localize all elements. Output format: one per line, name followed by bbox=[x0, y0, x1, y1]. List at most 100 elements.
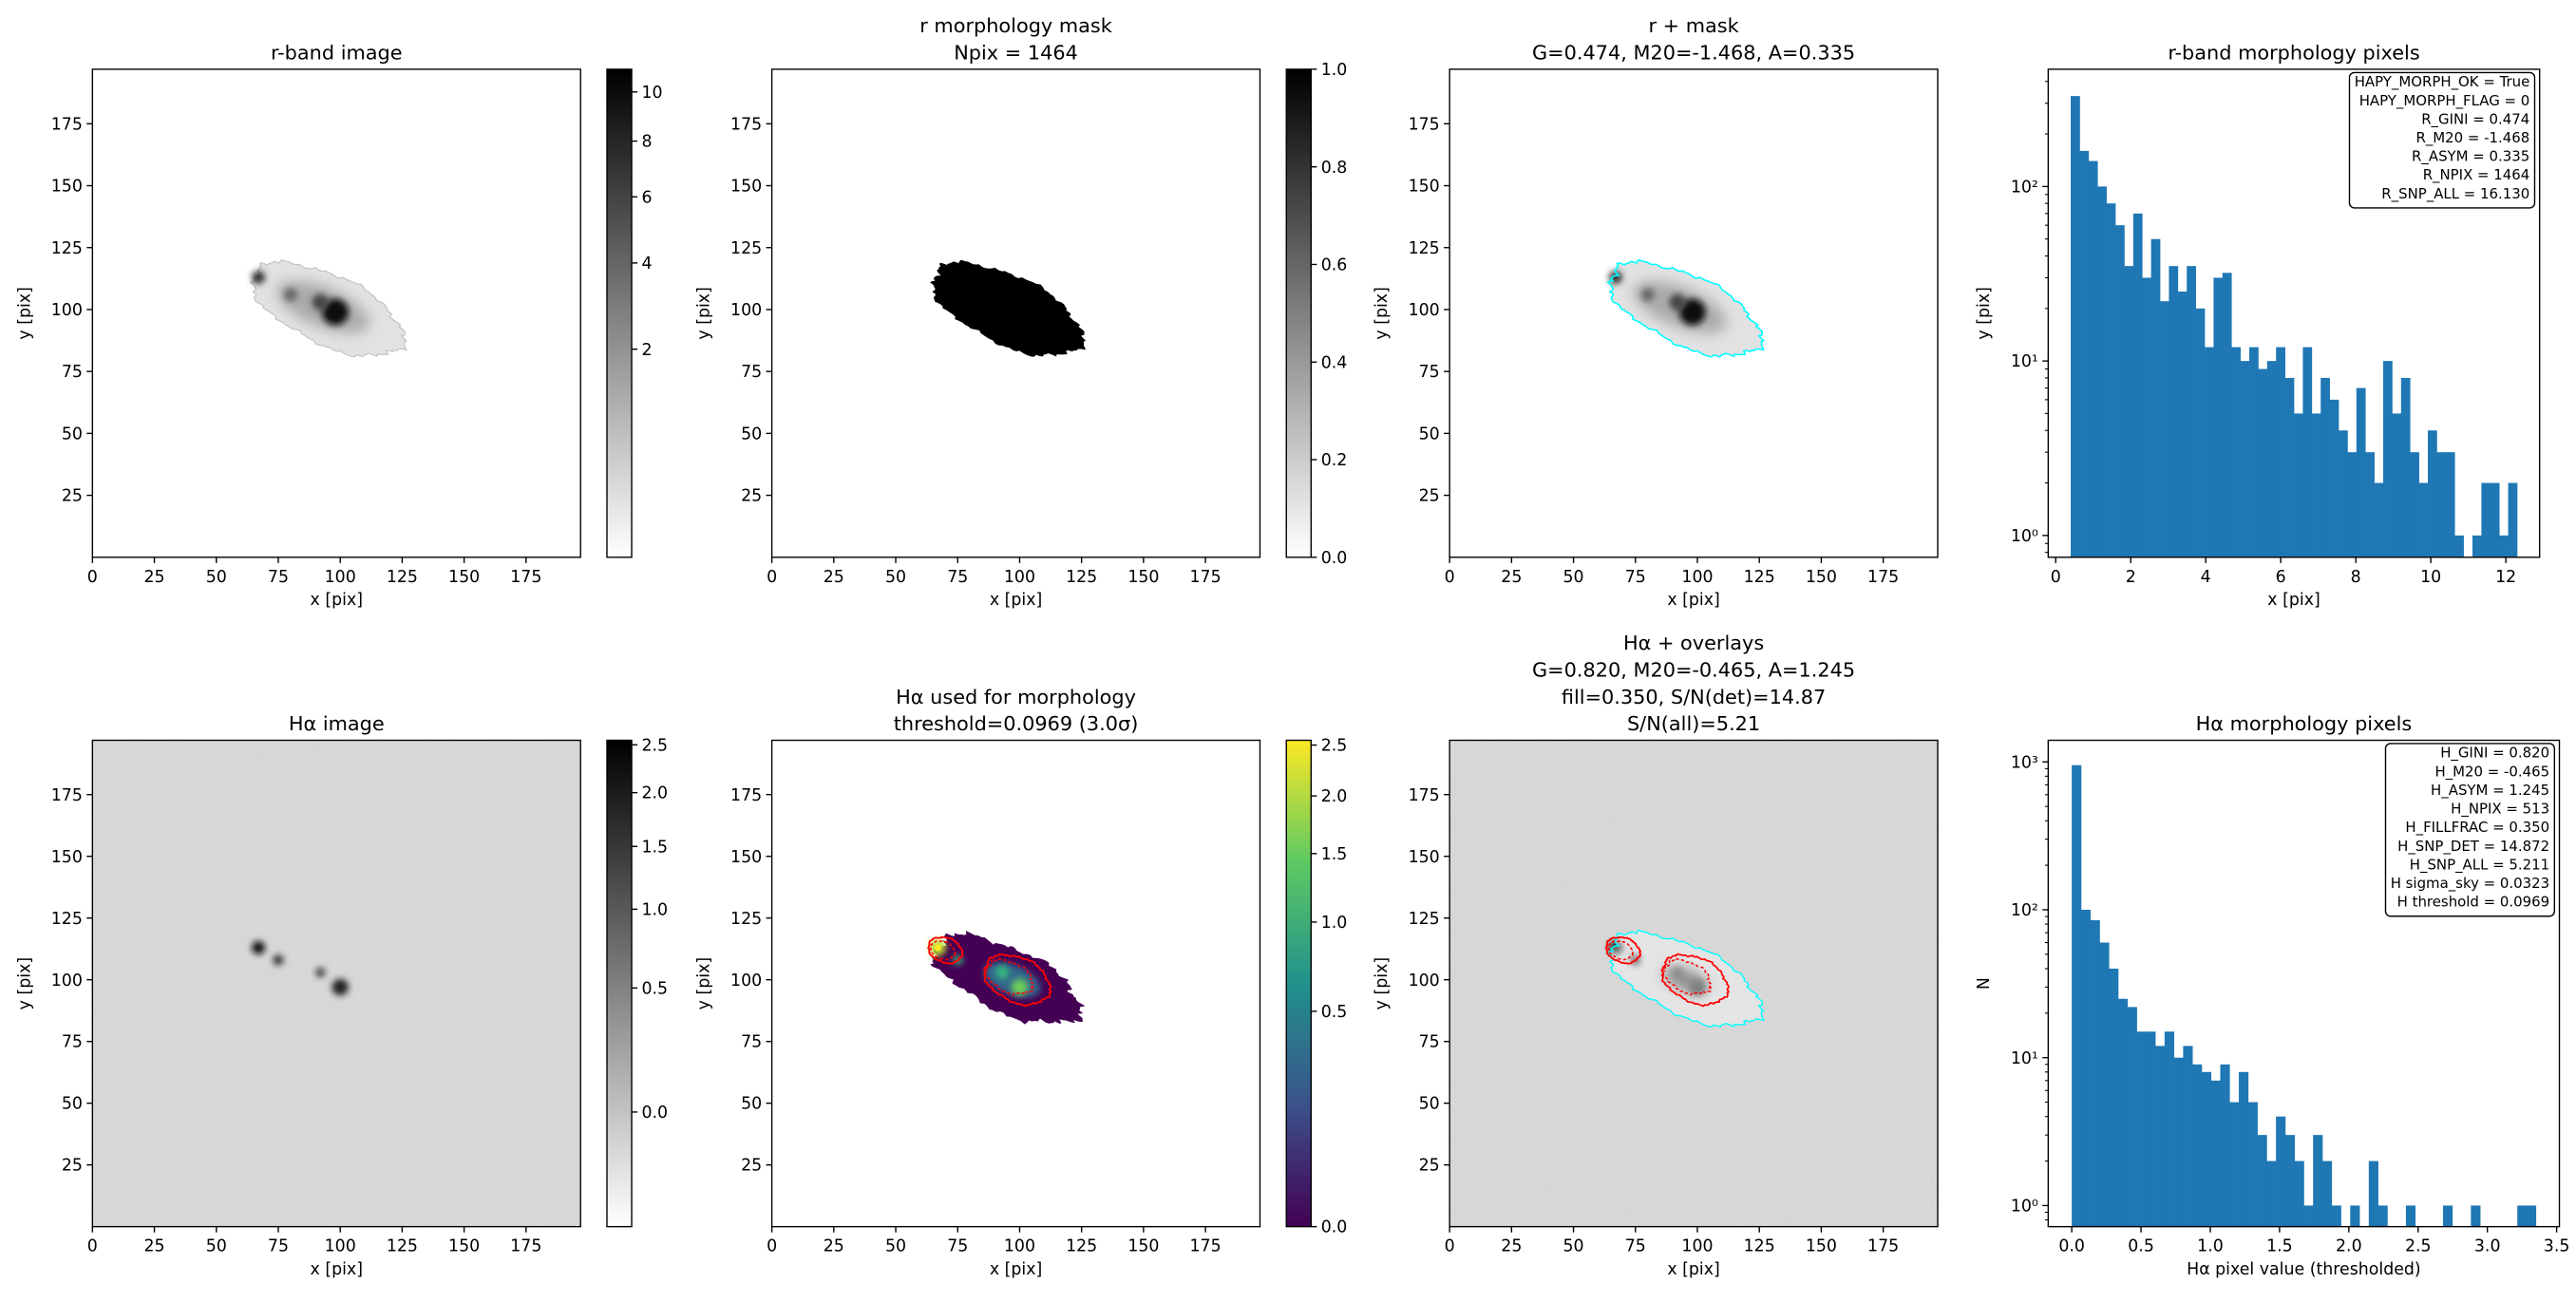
x-tick-label: 150 bbox=[1127, 1237, 1159, 1256]
bar bbox=[2142, 277, 2151, 557]
stats-line: HAPY_MORPH_OK = True bbox=[2355, 73, 2530, 90]
x-tick-label: 8 bbox=[2351, 568, 2361, 587]
panel: 0 25 50 75 100 125 150 175 25 50 75 100 125 150 175 x [… bbox=[695, 14, 1348, 610]
x-tick-label: 3.0 bbox=[2474, 1237, 2501, 1256]
plot-area bbox=[771, 740, 1260, 1227]
bar bbox=[2331, 1205, 2341, 1227]
clump-contour-inner bbox=[983, 957, 1035, 996]
y-axis-label: y [pix] bbox=[695, 287, 714, 339]
x-tick-label: 50 bbox=[1563, 1237, 1584, 1256]
stats-line: H_FILLFRAC = 0.350 bbox=[2405, 819, 2549, 836]
bar bbox=[2160, 301, 2169, 557]
bar bbox=[2222, 273, 2232, 557]
panel: 0 25 50 75 100 125 150 175 25 50 75 100 125 150 175 x [… bbox=[15, 712, 668, 1279]
clump-contour bbox=[1604, 935, 1642, 965]
mask-contour bbox=[1606, 258, 1766, 358]
x-tick-label: 0 bbox=[87, 568, 98, 587]
plot-area bbox=[1449, 68, 1939, 557]
y-tick-label: 125 bbox=[730, 239, 762, 258]
colorbar-tick-label: 0.0 bbox=[1321, 1218, 1348, 1237]
y-tick-label: 150 bbox=[51, 178, 83, 197]
halpha-knot bbox=[315, 967, 326, 978]
chart-title: G=0.474, M20=-1.468, A=0.335 bbox=[1532, 41, 1855, 64]
bar bbox=[2526, 1205, 2537, 1227]
y-tick-label: 25 bbox=[62, 487, 83, 506]
bar bbox=[2508, 482, 2518, 557]
plot-area bbox=[1449, 740, 1939, 1227]
bar bbox=[2205, 347, 2214, 557]
chart-title: fill=0.350, S/N(det)=14.87 bbox=[1562, 686, 1826, 708]
x-tick-label: 75 bbox=[268, 1237, 289, 1256]
bar bbox=[2294, 1160, 2304, 1227]
y-axis-label: N bbox=[1975, 977, 1994, 990]
y-tick-label: 10⁰ bbox=[2011, 527, 2038, 546]
plot-area bbox=[2072, 764, 2537, 1227]
x-tick-label: 125 bbox=[1066, 568, 1097, 587]
chart-title: r morphology mask bbox=[919, 14, 1112, 37]
colorbar-tick-label: 1.0 bbox=[641, 900, 668, 919]
stats-line: H_SNP_DET = 14.872 bbox=[2397, 838, 2549, 855]
y-tick-label: 125 bbox=[51, 239, 83, 258]
bar bbox=[2313, 1135, 2323, 1227]
y-tick-label: 175 bbox=[1409, 786, 1440, 805]
y-axis-label: y [pix] bbox=[1373, 957, 1392, 1010]
x-tick-label: 0 bbox=[1445, 1237, 1455, 1256]
x-tick-label: 125 bbox=[387, 1237, 418, 1256]
axes-frame bbox=[91, 68, 581, 558]
bar bbox=[2266, 1160, 2277, 1227]
x-axis-label: x [pix] bbox=[1667, 1260, 1719, 1279]
bar bbox=[2471, 1205, 2481, 1227]
x-tick-label: 2 bbox=[2126, 568, 2136, 587]
y-tick-label: 175 bbox=[1409, 115, 1440, 134]
bar bbox=[2192, 1064, 2203, 1227]
bar bbox=[2117, 998, 2129, 1227]
x-tick-label: 25 bbox=[1501, 568, 1522, 587]
y-tick-label: 100 bbox=[730, 301, 762, 320]
x-tick-label: 175 bbox=[1190, 1237, 1222, 1256]
bar bbox=[2080, 909, 2092, 1227]
bar bbox=[2302, 347, 2313, 557]
stats-line: R_SNP_ALL = 16.130 bbox=[2381, 185, 2529, 202]
x-tick-label: 150 bbox=[448, 568, 480, 587]
chart-title: Hα morphology pixels bbox=[2196, 712, 2413, 735]
y-tick-label: 25 bbox=[741, 487, 762, 506]
bar bbox=[2079, 150, 2090, 557]
bar bbox=[2106, 203, 2116, 557]
bar bbox=[2490, 482, 2500, 557]
colorbar-tick-label: 1.5 bbox=[1321, 845, 1348, 864]
axes-frame bbox=[2047, 68, 2541, 558]
x-tick-label: 10 bbox=[2420, 568, 2441, 587]
plot-area bbox=[771, 68, 1260, 557]
bar bbox=[2368, 1160, 2378, 1227]
y-tick-label: 100 bbox=[51, 972, 83, 991]
bar bbox=[2347, 452, 2358, 557]
y-tick-label: 10¹ bbox=[2011, 1049, 2038, 1068]
bar bbox=[2132, 213, 2143, 557]
y-tick-label: 10² bbox=[2011, 901, 2038, 920]
x-tick-label: 100 bbox=[325, 568, 356, 587]
x-tick-label: 0 bbox=[767, 568, 777, 587]
bar bbox=[2097, 186, 2107, 557]
colorbar-tick-label: 2.5 bbox=[641, 736, 668, 755]
x-tick-label: 25 bbox=[143, 568, 164, 587]
y-tick-label: 125 bbox=[1409, 239, 1440, 258]
colorbar-tick-label: 0.0 bbox=[1321, 549, 1348, 568]
bar bbox=[2284, 377, 2295, 557]
bar bbox=[2383, 361, 2393, 557]
colorbar bbox=[606, 739, 633, 1228]
galaxy-knot bbox=[284, 288, 297, 302]
stats-line: R_NPIX = 1464 bbox=[2423, 166, 2530, 183]
bar bbox=[2472, 535, 2482, 557]
halpha-knot bbox=[252, 940, 266, 954]
x-tick-label: 0 bbox=[1445, 568, 1455, 587]
x-tick-label: 75 bbox=[1625, 568, 1646, 587]
x-axis-label: x [pix] bbox=[990, 1260, 1042, 1279]
axes-frame bbox=[770, 68, 1261, 558]
emission-knot bbox=[1011, 978, 1029, 996]
bar bbox=[2499, 535, 2509, 557]
bar bbox=[2115, 225, 2125, 557]
x-tick-label: 4 bbox=[2201, 568, 2211, 587]
y-tick-label: 10³ bbox=[2011, 753, 2038, 772]
